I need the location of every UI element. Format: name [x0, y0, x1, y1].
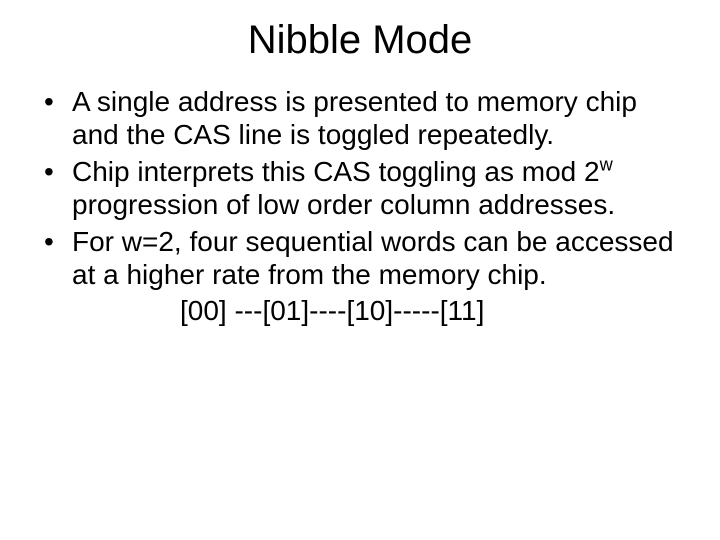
list-item: For w=2, four sequential words can be ac…: [40, 225, 690, 291]
sequence-line: [00] ---[01]----[10]-----[11]: [30, 295, 690, 327]
slide: Nibble Mode A single address is presente…: [0, 0, 720, 540]
bullet-text: For w=2, four sequential words can be ac…: [72, 226, 674, 290]
superscript: w: [600, 155, 613, 175]
bullet-list: A single address is presented to memory …: [30, 85, 690, 291]
bullet-text: A single address is presented to memory …: [72, 86, 637, 150]
slide-title: Nibble Mode: [30, 18, 690, 63]
bullet-text-after: progression of low order column addresse…: [72, 189, 615, 220]
bullet-text-before: Chip interprets this CAS toggling as mod…: [72, 156, 600, 187]
list-item: A single address is presented to memory …: [40, 85, 690, 151]
list-item: Chip interprets this CAS toggling as mod…: [40, 155, 690, 221]
